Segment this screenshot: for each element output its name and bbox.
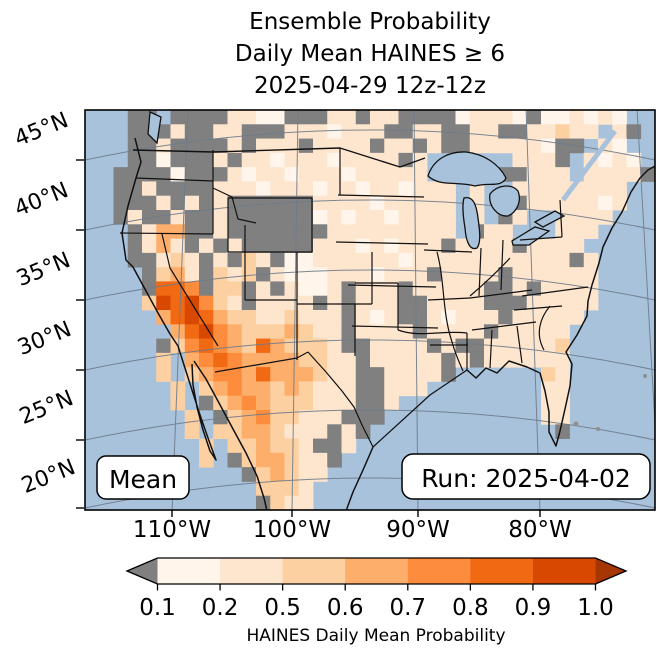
lon-tick-label: 90°W — [386, 517, 450, 543]
colorbar-over-arrow — [595, 558, 626, 584]
colorbar-tick-label: 0.1 — [139, 595, 176, 621]
colorbar-tick-label: 0.5 — [264, 595, 301, 621]
mean-box — [96, 455, 190, 500]
colorbar-segment — [220, 558, 284, 584]
mexico-border — [214, 351, 309, 373]
run-box — [401, 453, 651, 500]
lat-tick-label: 30°N — [14, 317, 75, 361]
run-annotation: Run: 2025-04-02 — [401, 453, 651, 500]
lat-tick-label: 45°N — [11, 108, 72, 152]
map-canvas: Mean Run: 2025-04-02 — [85, 110, 655, 510]
lake-superior — [427, 151, 507, 187]
colorbar-segment — [157, 558, 221, 584]
mean-label: Mean — [109, 465, 177, 494]
colorbar-under-arrow — [127, 558, 158, 584]
colorbar-label: HAINES Daily Mean Probability — [246, 626, 505, 646]
colorbar-tick-label: 0.6 — [327, 595, 364, 621]
lat-tick-label: 40°N — [11, 178, 72, 222]
st-lawrence-river — [561, 129, 617, 202]
lake-ontario — [533, 210, 566, 228]
colorbar-tick-label: 0.8 — [452, 595, 489, 621]
colorbar-tick-label: 0.9 — [515, 595, 552, 621]
lat-tick-label: 25°N — [16, 386, 77, 430]
lat-tick-label: 35°N — [13, 248, 74, 292]
lake-michigan — [462, 196, 481, 250]
run-label: Run: 2025-04-02 — [421, 464, 631, 493]
title-line-1: Ensemble Probability — [249, 9, 491, 35]
lon-tick-label: 110°W — [133, 517, 211, 543]
colorbar: 0.1 0.2 0.5 0.6 0.7 0.8 0.9 1.0 — [125, 557, 628, 621]
puget-sound — [147, 111, 162, 145]
colorbar-tick-label: 0.2 — [202, 595, 239, 621]
colorbar-segment — [407, 558, 471, 584]
colorbar-segment — [282, 558, 346, 584]
colorbar-segment — [470, 558, 534, 584]
lake-huron — [489, 185, 521, 217]
figure-title: Ensemble Probability Daily Mean HAINES ≥… — [235, 9, 505, 99]
lon-tick-label: 80°W — [508, 517, 572, 543]
colorbar-tick-label: 1.0 — [577, 595, 614, 621]
colorbar-tick-label: 0.7 — [389, 595, 426, 621]
great-lakes — [147, 111, 566, 250]
colorbar-segment — [532, 558, 596, 584]
lat-tick-label: 20°N — [18, 455, 79, 499]
colorbar-segment — [345, 558, 409, 584]
title-line-2: Daily Mean HAINES ≥ 6 — [235, 41, 505, 67]
state-borders — [119, 147, 589, 448]
title-line-3: 2025-04-29 12z-12z — [254, 73, 486, 99]
lon-tick-label: 100°W — [253, 517, 331, 543]
island-specks — [573, 374, 647, 431]
map-frame — [84, 109, 656, 511]
coastlines — [121, 137, 655, 510]
mean-annotation: Mean — [96, 455, 190, 500]
